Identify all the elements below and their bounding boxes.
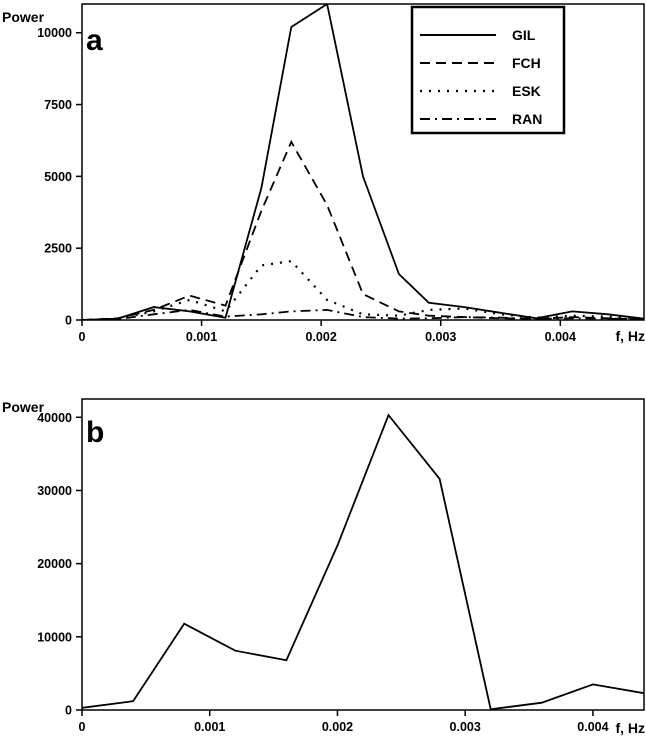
series-group-b bbox=[82, 413, 644, 710]
y-axis-title-b: Power bbox=[2, 399, 45, 415]
chart-panel-a: Power a 0 2500 5000 7500 10000 0 0.001 0.002 0.… bbox=[2, 3, 645, 344]
y-tick-label: 0 bbox=[65, 704, 72, 718]
x-tick-label: 0.003 bbox=[450, 720, 481, 734]
x-ticks-b: 0 0.001 0.002 0.003 0.004 bbox=[79, 710, 609, 734]
x-axis-title-b: f, Hz bbox=[615, 720, 645, 736]
legend-label-esk: ESK bbox=[512, 83, 541, 99]
y-ticks-b: 0 10000 20000 30000 40000 bbox=[37, 411, 82, 718]
legend-box bbox=[410, 5, 566, 135]
series-line-b0 bbox=[82, 413, 644, 710]
y-tick-label: 30000 bbox=[37, 484, 72, 498]
x-tick-label: 0.002 bbox=[322, 720, 353, 734]
legend-label-ran: RAN bbox=[512, 111, 542, 127]
y-tick-label: 7500 bbox=[44, 98, 72, 112]
plot-frame-a bbox=[81, 3, 645, 321]
y-tick-label: 40000 bbox=[37, 411, 72, 425]
y-ticks-a: 0 2500 5000 7500 10000 bbox=[37, 26, 82, 328]
series-group-a bbox=[82, 4, 644, 320]
y-tick-label: 0 bbox=[65, 314, 72, 328]
y-tick-label: 20000 bbox=[37, 557, 72, 571]
y-tick-label: 10000 bbox=[37, 26, 72, 40]
x-tick-label: 0.004 bbox=[577, 720, 608, 734]
x-ticks-a: 0 0.001 0.002 0.003 0.004 bbox=[79, 320, 576, 344]
x-tick-label: 0.004 bbox=[545, 330, 576, 344]
legend: GIL FCH ESK RAN bbox=[410, 5, 566, 135]
x-tick-label: 0.003 bbox=[425, 330, 456, 344]
x-tick-label: 0.002 bbox=[306, 330, 337, 344]
x-axis-title-a: f, Hz bbox=[615, 328, 645, 344]
y-tick-label: 2500 bbox=[44, 242, 72, 256]
chart-panel-b: Power b 0 10000 20000 30000 40000 0 0.001 0.00… bbox=[2, 398, 645, 736]
series-line-esk bbox=[82, 259, 644, 320]
plot-frame-b bbox=[81, 398, 645, 711]
y-tick-label: 5000 bbox=[44, 170, 72, 184]
panel-label-a: a bbox=[86, 24, 103, 57]
series-line-ran bbox=[82, 308, 644, 320]
x-tick-label: 0 bbox=[79, 720, 86, 734]
x-tick-label: 0 bbox=[79, 330, 86, 344]
x-tick-label: 0.001 bbox=[186, 330, 217, 344]
legend-label-gil: GIL bbox=[512, 27, 536, 43]
panel-label-b: b bbox=[86, 416, 104, 449]
legend-label-fch: FCH bbox=[512, 55, 541, 71]
y-tick-label: 10000 bbox=[37, 630, 72, 644]
x-tick-label: 0.001 bbox=[194, 720, 225, 734]
series-line-fch bbox=[82, 139, 644, 320]
y-axis-title-a: Power bbox=[2, 9, 45, 25]
